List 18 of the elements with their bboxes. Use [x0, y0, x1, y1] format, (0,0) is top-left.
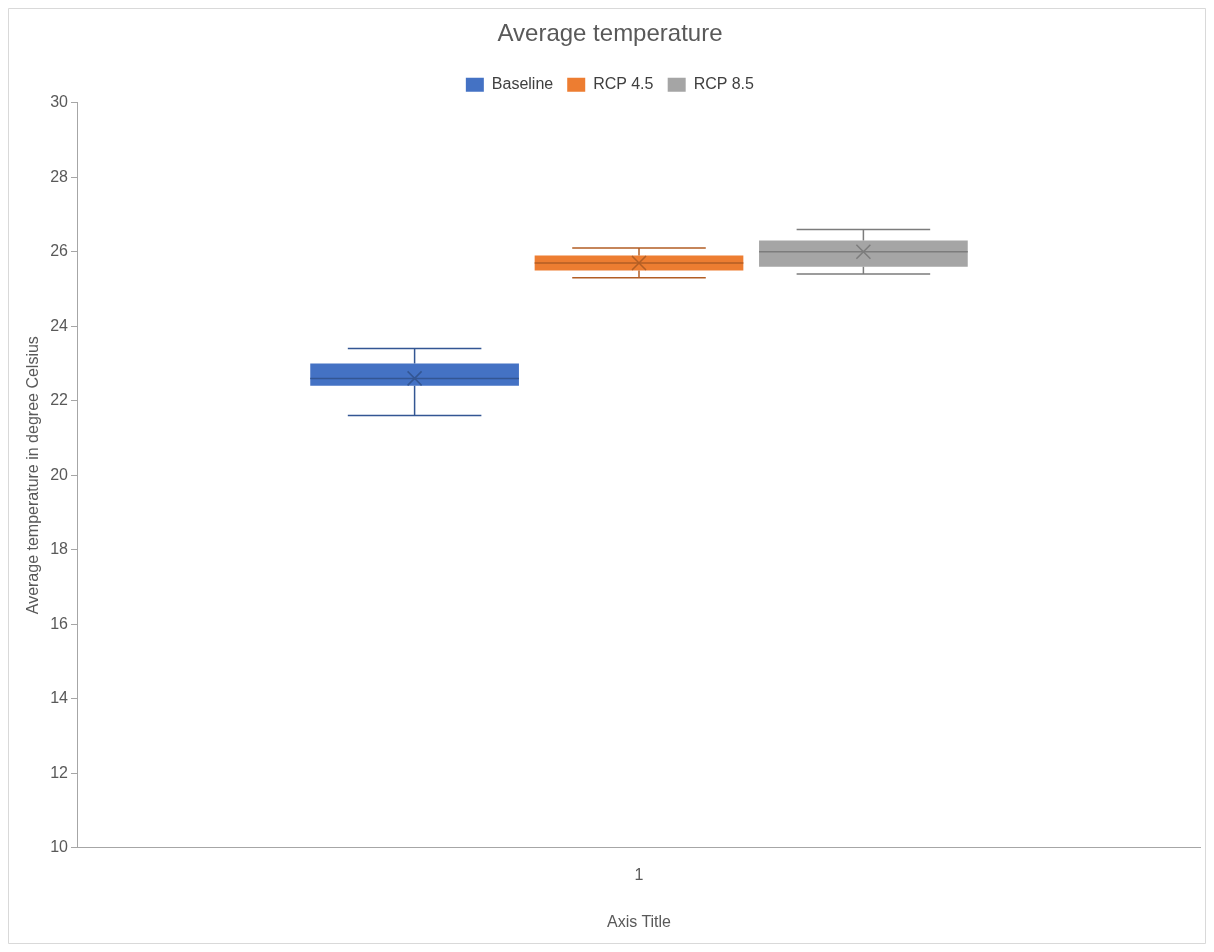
y-tick-label: 22 — [50, 391, 69, 409]
y-tick-label: 28 — [50, 167, 69, 185]
x-tick-label: 1 — [634, 865, 644, 883]
x-axis-title: Axis Title — [606, 912, 672, 930]
y-tick-label: 18 — [50, 540, 69, 558]
y-tick-label: 20 — [50, 465, 69, 483]
y-tick-label: 24 — [50, 316, 69, 334]
y-tick-label: 30 — [50, 93, 69, 111]
y-tick-label: 10 — [50, 838, 69, 856]
y-tick-label: 12 — [50, 763, 69, 781]
y-tick-label: 14 — [50, 689, 69, 707]
chart-title: Average temperature — [497, 19, 723, 47]
y-tick-label: 16 — [50, 614, 69, 632]
legend-label: Baseline — [491, 75, 554, 93]
y-tick-label: 26 — [50, 242, 69, 260]
legend-label: RCP 4.5 — [593, 75, 654, 93]
legend-label: RCP 8.5 — [693, 75, 754, 93]
y-axis-title: Average temperature in degree Celsius — [24, 336, 42, 615]
